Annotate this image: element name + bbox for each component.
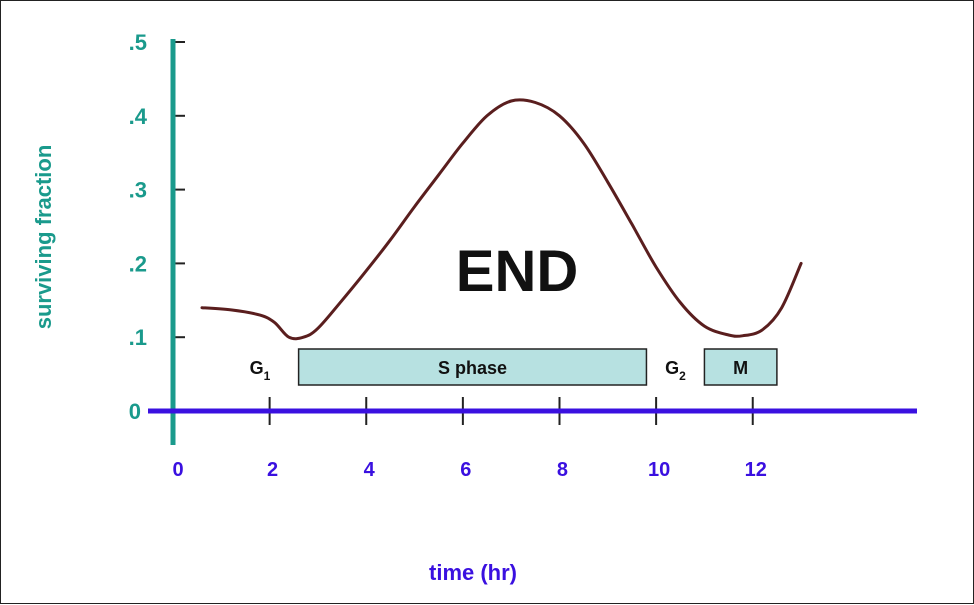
x-tick-label: 6 [460,459,471,481]
y-tick-label: .5 [129,30,147,55]
x-tick-label: 4 [364,459,376,481]
phase-label: G2 [665,358,686,383]
x-tick-label: 0 [172,459,183,481]
y-tick-label: 0 [129,399,141,424]
phase-box [703,348,778,386]
x-tick-label: 12 [745,459,767,481]
phase-label: M [733,358,748,378]
survival-curve-line [200,98,803,341]
x-tick-label: 8 [557,459,568,481]
x-tick-label: 10 [648,459,670,481]
phase-label: G1 [250,358,271,383]
y-tick-label: .3 [129,178,147,203]
y-tick-label: .1 [129,325,147,350]
y-tick-label: .2 [129,251,147,276]
x-tick-label: 2 [267,459,278,481]
chart-annotation-end: END [456,239,578,304]
y-axis-title: surviving fraction [31,145,56,330]
y-tick-label: .4 [129,104,148,129]
phase-label: S phase [438,358,507,378]
phase-box [297,348,648,386]
x-axis-title: time (hr) [429,560,517,585]
